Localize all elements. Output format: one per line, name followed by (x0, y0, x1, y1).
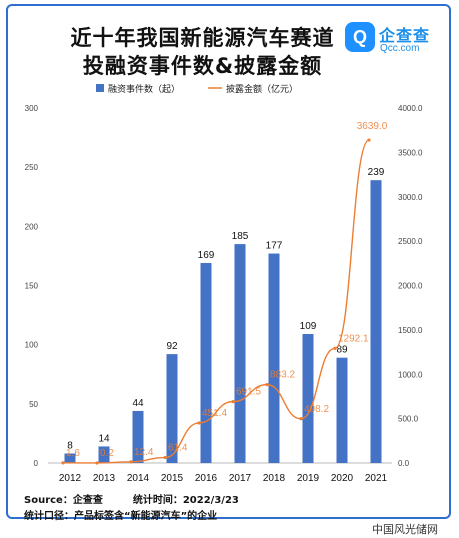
x-tick-label: 2017 (229, 473, 252, 484)
bar (132, 410, 144, 463)
footer-line1: Source：企查查 统计时间：2022/3/23 (24, 491, 239, 506)
bar-value-label: 44 (132, 398, 144, 409)
amount-point (95, 461, 99, 465)
footer-source: Source：企查查 (24, 495, 103, 506)
watermark: 中国风光储网 (372, 523, 438, 536)
y-right-tick-label: 2000.0 (398, 282, 423, 291)
qcc-logo-name: 企查查 (379, 26, 431, 45)
bar-value-label: 92 (166, 341, 178, 352)
x-tick-label: 2015 (161, 473, 184, 484)
x-tick-label: 2013 (93, 473, 116, 484)
chart-title-line2: 投融资事件数&披露金额 (82, 54, 323, 78)
y-right-tick-label: 0.0 (398, 459, 410, 468)
y-right-tick-label: 500.0 (398, 415, 419, 424)
bar-value-label: 177 (266, 241, 283, 252)
y-left-tick-label: 200 (25, 222, 39, 231)
amount-value-label: 1292.1 (338, 333, 369, 344)
amount-value-label: 1.6 (66, 448, 80, 459)
x-tick-label: 2020 (331, 473, 354, 484)
amount-point (197, 421, 201, 425)
y-right-tick-label: 2500.0 (398, 237, 423, 246)
y-right-tick-label: 4000.0 (398, 104, 423, 113)
bar-value-label: 169 (198, 250, 215, 261)
legend-label-line: 披露金额（亿元） (226, 83, 298, 95)
amount-point (231, 400, 235, 404)
y-right-tick-label: 3500.0 (398, 148, 423, 157)
bar-value-label: 239 (368, 167, 385, 178)
x-tick-label: 2014 (127, 473, 150, 484)
amount-value-label: 883.2 (270, 370, 295, 381)
bar-value-label: 109 (300, 321, 317, 332)
y-left-tick-label: 0 (34, 459, 39, 468)
y-right-tick-label: 1500.0 (398, 326, 423, 335)
y-right-tick-label: 1000.0 (398, 370, 423, 379)
bar (200, 263, 212, 463)
amount-point (367, 138, 371, 142)
bar (336, 357, 348, 463)
x-tick-label: 2016 (195, 473, 218, 484)
bar (64, 453, 76, 463)
bar-value-label: 185 (232, 231, 249, 242)
bar (98, 446, 110, 463)
footer-stat-time: 统计时间：2022/3/23 (132, 495, 239, 506)
qcc-logo-sub: Qcc.com (380, 43, 420, 54)
y-left-tick-label: 150 (25, 282, 39, 291)
amount-point (163, 455, 167, 460)
y-left-tick-label: 50 (29, 400, 38, 409)
amount-value-label: 61.4 (168, 443, 188, 454)
bar-value-label: 8 (67, 441, 73, 452)
footer-caliber: 统计口径：产品标签含“新能源汽车”的企业 (24, 511, 218, 522)
amount-point (129, 460, 133, 464)
amount-value-label: 3639.0 (357, 121, 388, 132)
bar (302, 334, 314, 463)
chart-title-line1: 近十年我国新能源汽车赛道 (70, 26, 335, 50)
bar (166, 354, 178, 463)
bar-value-label: 89 (336, 345, 348, 356)
amount-value-label: 691.5 (236, 387, 261, 398)
legend-swatch-bar (96, 84, 104, 92)
bar-value-label: 14 (98, 433, 110, 444)
bar (268, 253, 280, 463)
x-tick-label: 2019 (297, 473, 320, 484)
amount-point (333, 346, 337, 350)
bar (234, 244, 246, 463)
x-tick-label: 2018 (263, 473, 286, 484)
y-left-tick-label: 100 (25, 341, 39, 350)
y-right-tick-label: 3000.0 (398, 193, 423, 202)
amount-value-label: 451.4 (202, 408, 227, 419)
y-left-tick-label: 250 (25, 163, 39, 172)
qcc-logo-mark: Q (345, 22, 375, 52)
bar (370, 180, 382, 463)
legend-label-bar: 融资事件数（起） (108, 83, 180, 95)
x-tick-label: 2021 (365, 473, 388, 484)
amount-point (61, 461, 65, 465)
amount-point (299, 417, 303, 421)
amount-value-label: 498.2 (304, 404, 329, 415)
qcc-logo: Q 企查查 Qcc.com (345, 22, 455, 62)
x-tick-label: 2012 (59, 473, 82, 484)
amount-point (265, 383, 269, 387)
amount-value-label: 0.2 (100, 448, 114, 459)
amount-value-label: 12.4 (134, 447, 154, 458)
y-left-tick-label: 300 (25, 104, 39, 113)
